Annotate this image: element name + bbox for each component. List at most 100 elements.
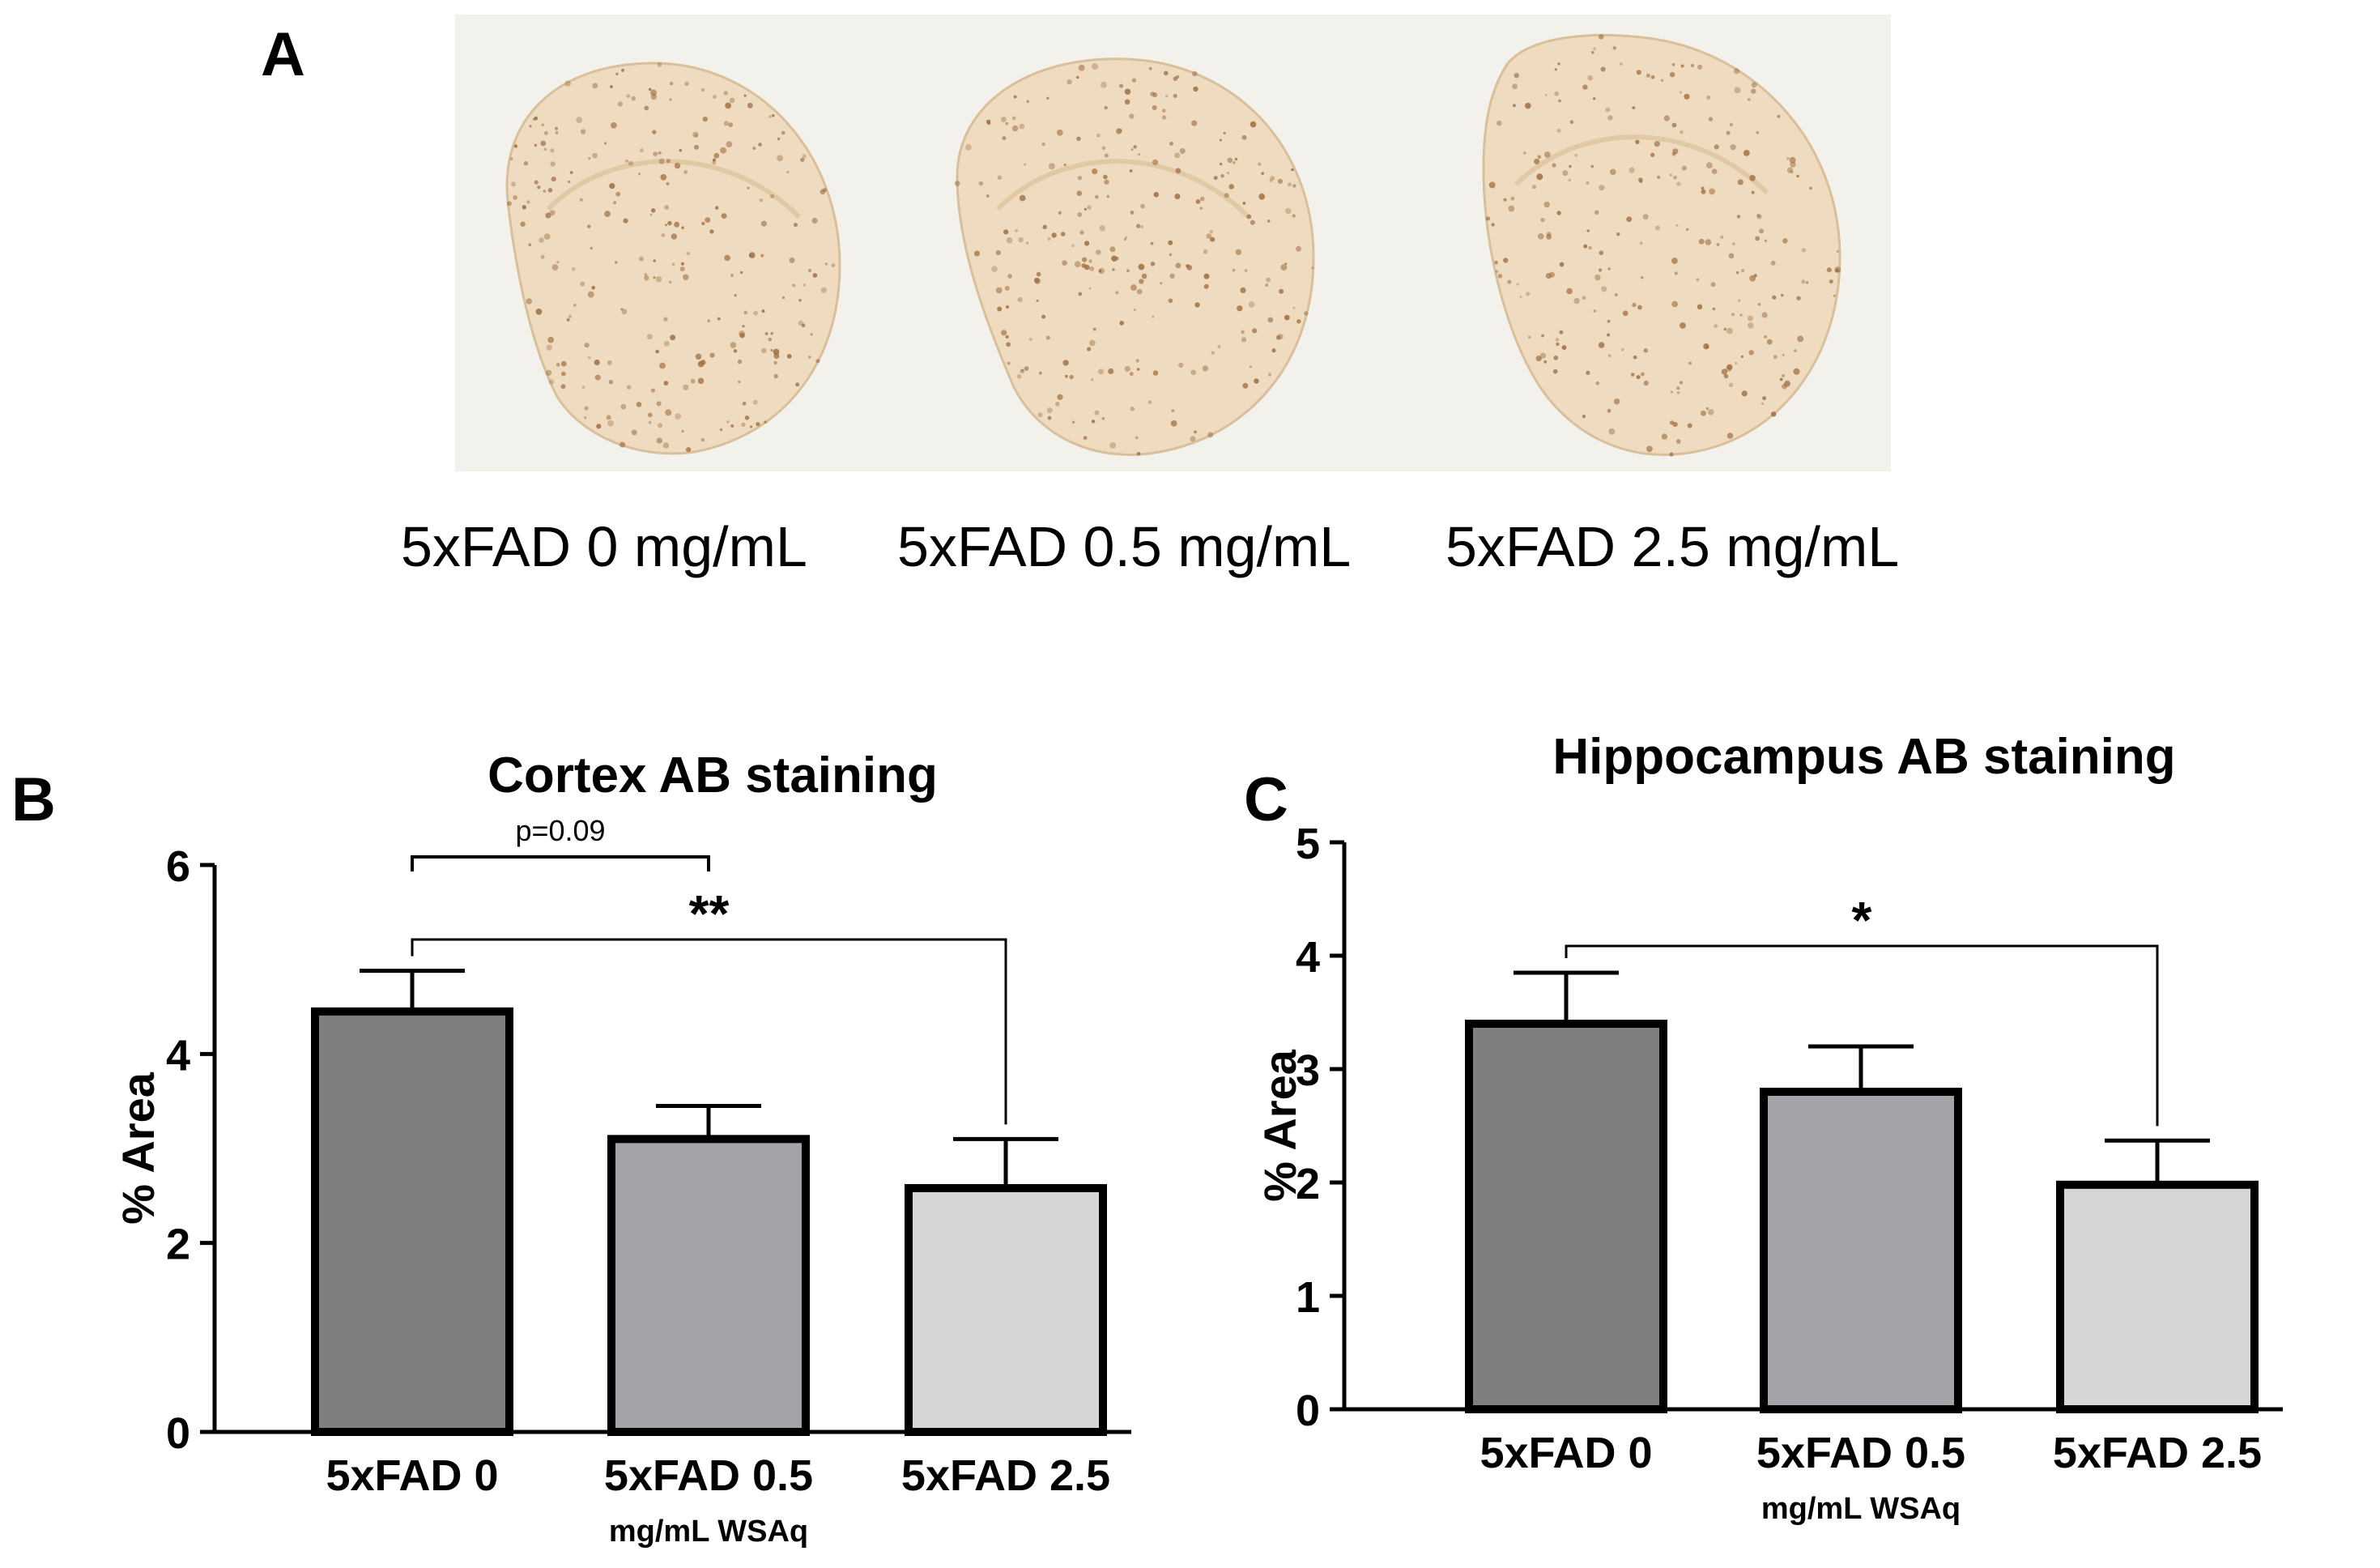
plaque-dot <box>1083 436 1088 441</box>
plaque-dot <box>1084 241 1090 246</box>
plaque-dot <box>1690 63 1694 68</box>
plaque-dot <box>748 252 756 258</box>
plaque-dot <box>1680 322 1686 329</box>
plaque-dot <box>713 152 720 159</box>
plaque-dot <box>1671 300 1679 308</box>
plaque-dot <box>1207 432 1214 438</box>
plaque-dot <box>1552 369 1558 374</box>
plaque-dot <box>647 412 653 418</box>
plaque-dot <box>588 156 591 160</box>
plaque-dot <box>1605 107 1611 113</box>
plaque-dot <box>1582 415 1586 419</box>
plaque-dot <box>1016 374 1022 379</box>
plaque-dot <box>1790 170 1794 174</box>
y-tick-label: 0 <box>166 1409 190 1458</box>
plaque-dot <box>1173 93 1177 98</box>
plaque-dot <box>1562 170 1569 177</box>
y-tick-label: 0 <box>1296 1387 1320 1435</box>
plaque-dot <box>1641 372 1645 377</box>
plaque-dot <box>1680 130 1684 134</box>
plaque-dot <box>540 254 545 259</box>
plaque-dot <box>761 309 765 313</box>
plaque-dot <box>1135 436 1139 440</box>
plaque-dot <box>1065 374 1068 378</box>
plaque-dot <box>1687 423 1692 428</box>
plaque-dot <box>1062 360 1069 366</box>
plaque-dot <box>1150 262 1156 266</box>
plaque-dot <box>1720 235 1724 239</box>
plaque-dot <box>619 441 626 448</box>
plaque-dot <box>556 261 560 264</box>
plaque-dot <box>1170 420 1177 427</box>
plaque-dot <box>1210 236 1216 242</box>
plaque-dot <box>1716 242 1720 246</box>
plaque-dot <box>1543 360 1548 364</box>
plaque-dot <box>1554 91 1560 96</box>
plaque-dot <box>1598 342 1605 348</box>
plaque-dot <box>1024 163 1027 166</box>
plaque-dot <box>1137 153 1141 156</box>
significance-bracket <box>411 855 710 871</box>
plaque-dot <box>1543 201 1550 208</box>
plaque-dot <box>1512 83 1518 90</box>
plaque-dot <box>594 359 600 366</box>
plaque-dot <box>1516 283 1519 286</box>
plaque-dot <box>1266 277 1271 283</box>
plaque-dot <box>1234 157 1238 161</box>
plaque-dot <box>773 348 780 356</box>
plaque-dot <box>1595 381 1600 386</box>
plaque-dot <box>656 401 662 407</box>
plaque-dot <box>1675 439 1681 444</box>
plaque-dot <box>545 212 551 219</box>
plaque-dot <box>737 359 743 364</box>
significance-label: * <box>1852 891 1872 949</box>
plaque-dot <box>1007 274 1012 279</box>
plaque-dot <box>584 415 587 420</box>
plaque-dot <box>1258 162 1262 167</box>
plaque-dot <box>543 147 547 151</box>
plaque-dot <box>1706 95 1711 100</box>
plaque-dot <box>1075 75 1079 79</box>
plaque-dot <box>812 273 818 278</box>
plaque-dot <box>1104 153 1109 158</box>
plaque-dot <box>653 259 656 262</box>
plaque-dot <box>1235 249 1242 255</box>
plaque-dot <box>1491 223 1495 227</box>
x-tick-label: 5xFAD 0.5 <box>1756 1429 1965 1477</box>
plaque-dot <box>668 280 672 284</box>
plaque-dot <box>1641 276 1644 279</box>
plaque-dot <box>1194 302 1200 308</box>
plaque-dot <box>1569 120 1574 124</box>
plaque-dot <box>1047 236 1051 241</box>
plaque-dot <box>1091 378 1094 381</box>
plaque-dot <box>1267 373 1272 377</box>
plaque-dot <box>1759 228 1764 234</box>
plaque-dot <box>730 424 734 428</box>
plaque-dot <box>1540 218 1545 223</box>
plaque-dot <box>753 310 759 316</box>
plaque-dot <box>1654 141 1660 147</box>
panel-label-a: A <box>261 20 305 89</box>
plaque-dot <box>1737 299 1741 302</box>
plaque-dot <box>1607 115 1613 121</box>
plaque-dot <box>546 344 552 351</box>
plaque-dot <box>1756 213 1761 218</box>
plaque-dot <box>1203 283 1209 289</box>
plaque-dot <box>831 263 836 267</box>
plaque-dot <box>1006 342 1011 347</box>
plaque-dot <box>1232 268 1236 272</box>
x-tick-label: 5xFAD 0 <box>1480 1429 1652 1477</box>
plaque-dot <box>526 298 532 305</box>
plaque-dot <box>534 180 539 185</box>
plaque-dot <box>1646 445 1653 453</box>
plaque-dot <box>1116 128 1122 134</box>
brain-section-0 <box>505 62 841 455</box>
bar <box>1465 1020 1667 1413</box>
plaque-dot <box>1622 310 1629 317</box>
plaque-dot <box>1613 398 1620 405</box>
plaque-dot <box>1525 102 1531 109</box>
plaque-dot <box>1681 165 1687 171</box>
plaque-dot <box>1292 184 1296 188</box>
plaque-dot <box>1728 253 1735 259</box>
plaque-dot <box>705 217 711 223</box>
